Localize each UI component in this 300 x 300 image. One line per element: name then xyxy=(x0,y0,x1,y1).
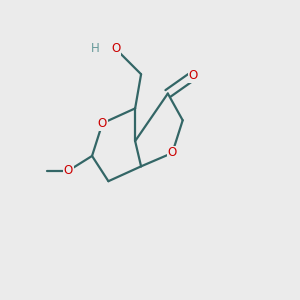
Text: H: H xyxy=(91,42,99,56)
Text: O: O xyxy=(98,117,107,130)
Text: O: O xyxy=(111,42,120,56)
Text: O: O xyxy=(168,146,177,160)
Text: O: O xyxy=(188,69,198,82)
Text: O: O xyxy=(64,164,73,177)
